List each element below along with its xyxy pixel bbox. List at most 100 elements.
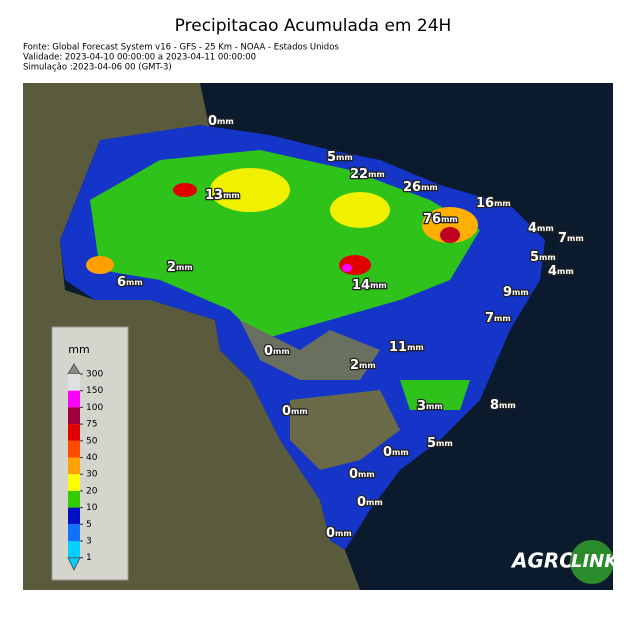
label-value: 13 [205,188,223,203]
rain-label: 6mm [117,275,143,290]
rain-label: 0mm [208,114,234,129]
legend: mm 300 150 100 75 50 40 30 20 10 5 3 1 [51,326,129,581]
legend-label: 1 [86,553,92,563]
logo: AGRO LINK [510,540,620,584]
label-unit: mm [370,281,387,290]
rain-zone [342,264,352,272]
rain-zone [400,380,470,410]
colorbar-end [67,557,81,571]
label-unit: mm [499,401,516,410]
rain-label: 8mm [490,398,516,413]
logo-circle [570,540,614,584]
rain-zone [330,192,390,228]
rain-zone [440,227,460,243]
rain-label: 2mm [350,358,376,373]
rain-label: 5mm [427,436,453,451]
label-value: 11 [389,340,407,355]
label-value: 0 [282,404,291,419]
colorbar-segment [68,440,80,458]
colorbar-segment [68,374,80,391]
source-line: Fonte: Global Forecast System v16 - GFS … [23,43,339,53]
legend-box [51,326,129,581]
label-value: 5 [327,150,336,165]
label-unit: mm [217,117,234,126]
rain-label: 11mm [389,340,424,355]
logo-left: AGRO [510,549,576,573]
labels: 0mm5mm22mm26mm16mm13mm76mm4mm7mm5mm4mm2m… [116,112,585,542]
label-unit: mm [176,263,193,272]
label-unit: mm [407,343,424,352]
rain-label: 16mm [476,196,511,211]
colorbar-segment [68,424,80,441]
label-unit: mm [358,470,375,479]
rain-zone [210,168,290,212]
label-value: 0 [208,114,217,129]
colorbar-segment [68,541,80,558]
label-value: 7 [558,231,567,246]
colorbar-segment [68,507,80,525]
label-unit: mm [366,498,383,507]
label-value: 8 [490,398,499,413]
rain-zone [173,183,197,197]
label-unit: mm [441,215,458,224]
label-value: 5 [530,250,539,265]
source-line: Simulação :2023-04-06 00 (GMT-3) [23,63,172,73]
rain-label: 0mm [282,404,308,419]
label-value: 2 [350,358,359,373]
rain-label: 5mm [327,150,353,165]
title: Precipitacao Acumulada em 24H [175,16,452,36]
label-unit: mm [291,407,308,416]
legend-label: 300 [86,370,103,380]
source-line: Validade: 2023-04-10 00:00:00 a 2023-04-… [23,53,256,63]
colorbar-segment [68,490,80,508]
label-value: 26 [403,180,421,195]
rain-label: 0mm [383,445,409,460]
label-value: 0 [383,445,392,460]
rain-label: 5mm [530,250,556,265]
label-value: 7 [485,311,494,326]
colorbar-segment [68,407,80,425]
rain-label: 76mm [423,212,458,227]
label-value: 4 [548,264,557,279]
rain-label: 0mm [264,344,290,359]
rain-zone [86,256,114,274]
label-value: 22 [350,167,368,182]
label-unit: mm [273,347,290,356]
rain-label: 0mm [326,526,352,541]
label-value: 0 [349,467,358,482]
colorbar-segment [68,457,80,475]
label-value: 9 [503,285,512,300]
rain-label: 4mm [528,221,554,236]
legend-label: 10 [86,503,98,513]
map [23,83,613,590]
label-value: 0 [326,526,335,541]
legend-label: 150 [86,386,103,396]
rain-zone [90,150,480,340]
label-unit: mm [494,314,511,323]
label-unit: mm [557,267,574,276]
label-value: 76 [423,212,441,227]
colorbar-segment [68,474,80,491]
rain-label: 9mm [503,285,529,300]
rain-label: 22mm [350,167,385,182]
rain-label: 26mm [403,180,438,195]
label-unit: mm [335,529,352,538]
legend-label: 40 [86,453,98,463]
label-unit: mm [368,170,385,179]
rain-label: 2mm [167,260,193,275]
label-value: 2 [167,260,176,275]
label-unit: mm [539,253,556,262]
label-value: 16 [476,196,494,211]
label-value: 6 [117,275,126,290]
label-unit: mm [336,153,353,162]
label-value: 3 [417,399,426,414]
legend-label: 100 [86,403,103,413]
legend-unit: mm [68,343,89,356]
legend-label: 20 [86,486,98,496]
rain-label: 13mm [205,188,240,203]
legend-label: 75 [86,420,97,430]
label-value: 14 [352,278,370,293]
colorbar-segment [68,524,80,541]
label-unit: mm [126,278,143,287]
rain-label: 0mm [357,495,383,510]
